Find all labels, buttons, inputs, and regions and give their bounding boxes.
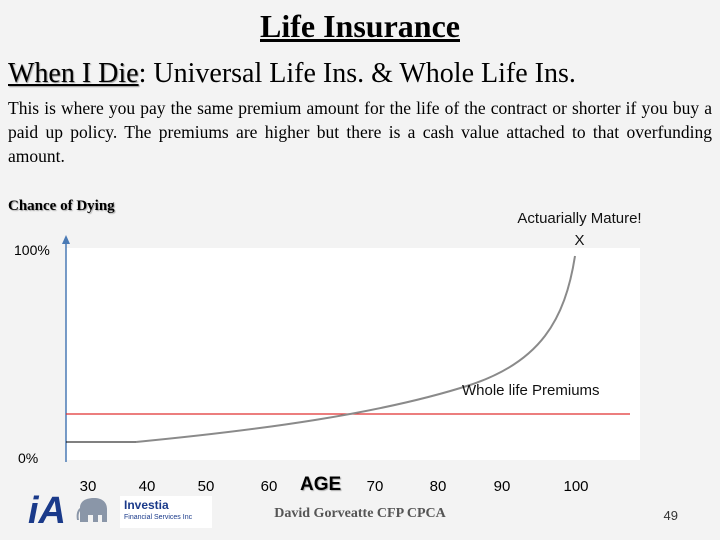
logo-brand: iA: [28, 490, 66, 532]
x-tick: 80: [429, 478, 447, 495]
x-tick: 60: [260, 478, 278, 495]
y-axis-label: Chance of Dying: [8, 198, 115, 214]
body-text: This is where you pay the same premium a…: [8, 98, 712, 166]
y-tick-top: 100%: [14, 242, 50, 258]
x-tick: 70: [366, 478, 384, 495]
actuarially-mature-annotation: Actuarially Mature! X: [492, 208, 667, 252]
page-number: 49: [663, 508, 678, 523]
x-tick: 50: [197, 478, 215, 495]
footer-author: David Gorveatte CFP CPCA: [274, 506, 446, 521]
x-tick: 90: [493, 478, 511, 495]
annotation-mature-text: Actuarially Mature!: [517, 210, 642, 227]
y-tick-bottom: 0%: [18, 450, 39, 466]
mortality-curve: [135, 255, 576, 443]
logo-name: Investia: [124, 498, 169, 512]
y-axis-arrow: [62, 235, 70, 244]
x-tick: 40: [138, 478, 156, 495]
x-axis-label: AGE: [300, 474, 342, 495]
subtitle-key: When I Die: [8, 58, 139, 89]
x-tick: 30: [79, 478, 97, 495]
x-tick: 100: [563, 478, 589, 495]
subtitle-rest: : Universal Life Ins. & Whole Life Ins.: [138, 58, 576, 89]
slide-title: Life Insurance: [260, 8, 460, 44]
whole-life-premiums-annotation: Whole life Premiums: [462, 382, 600, 399]
logo-wordmark: Investia Financial Services Inc: [120, 496, 212, 528]
elephant-icon: [76, 498, 107, 522]
annotation-mature-mark: X: [574, 232, 585, 249]
company-logo: iA Investia Financial Services Inc: [28, 488, 213, 534]
logo-tagline: Financial Services Inc: [124, 514, 193, 521]
slide-subtitle: When I Die: Universal Life Ins. & Whole …: [8, 58, 718, 90]
plot-area: [66, 248, 640, 460]
